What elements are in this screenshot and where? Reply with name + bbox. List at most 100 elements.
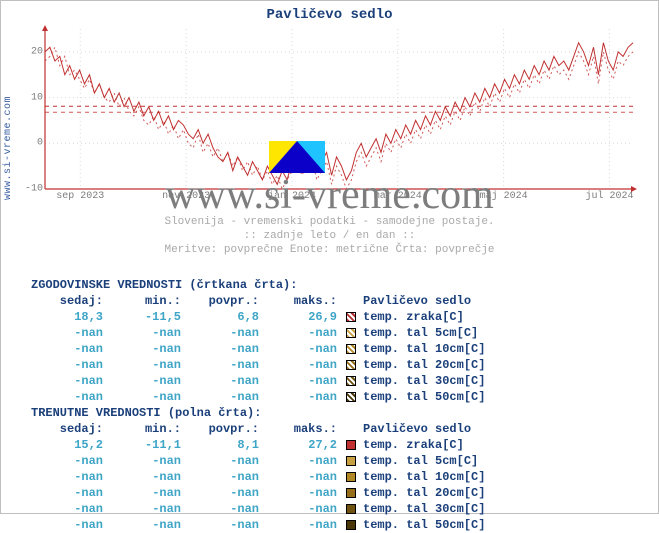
table-header-row: sedaj:min.:povpr.:maks.:Pavličevo sedlo xyxy=(31,421,642,437)
legend-swatch-icon xyxy=(346,360,356,370)
table-row: -nan-nan-nan-nantemp. tal 5cm[C] xyxy=(31,325,642,341)
table-header-cell: povpr.: xyxy=(187,421,265,437)
table-header-cell: maks.: xyxy=(265,293,343,309)
table-cell: -nan xyxy=(109,389,187,405)
legend-swatch-icon xyxy=(346,472,356,482)
table-cell: -nan xyxy=(265,341,343,357)
table-header-cell: maks.: xyxy=(265,421,343,437)
legend-swatch-icon xyxy=(346,488,356,498)
series-label: temp. tal 10cm[C] xyxy=(359,469,485,485)
x-tick-label: maj 2024 xyxy=(480,191,528,202)
table-cell: -nan xyxy=(187,453,265,469)
table-header-cell: min.: xyxy=(109,293,187,309)
table-cell: -nan xyxy=(109,469,187,485)
site-source-label: www.si-vreme.com xyxy=(3,96,14,200)
x-tick-label: mar 2024 xyxy=(374,191,422,202)
table-cell: -nan xyxy=(265,501,343,517)
y-tick-label: 0 xyxy=(37,138,43,149)
table-header-cell: min.: xyxy=(109,421,187,437)
series-label: temp. zraka[C] xyxy=(359,309,464,325)
table-cell: -nan xyxy=(265,517,343,533)
series-label: temp. tal 50cm[C] xyxy=(359,517,485,533)
data-tables: ZGODOVINSKE VREDNOSTI (črtkana črta): se… xyxy=(31,277,642,533)
y-tick-label: 10 xyxy=(31,92,43,103)
x-axis-ticks: sep 2023nov 2023jan 2024mar 2024maj 2024… xyxy=(45,191,633,207)
table-row: 15,2-11,18,127,2 temp. zraka[C] xyxy=(31,437,642,453)
legend-swatch-icon xyxy=(346,328,356,338)
table-row: 18,3-11,56,826,9temp. zraka[C] xyxy=(31,309,642,325)
table-cell: -nan xyxy=(187,357,265,373)
page-root: www.si-vreme.com Pavličevo sedlo -100102… xyxy=(0,0,659,514)
table-row: -nan-nan-nan-nantemp. tal 30cm[C] xyxy=(31,501,642,517)
table-cell: 8,1 xyxy=(187,437,265,453)
table-cell: -nan xyxy=(31,469,109,485)
table-row: -nan-nan-nan-nantemp. tal 30cm[C] xyxy=(31,373,642,389)
table-row: -nan-nan-nan-nantemp. tal 10cm[C] xyxy=(31,341,642,357)
chart-svg xyxy=(45,29,633,189)
table-cell: -nan xyxy=(265,373,343,389)
legend-swatch-icon xyxy=(346,392,356,402)
table-cell: -nan xyxy=(31,389,109,405)
y-axis-ticks: -1001020 xyxy=(17,29,43,189)
flag-slovenia-icon xyxy=(269,141,325,173)
table-cell: -nan xyxy=(265,389,343,405)
table-cell: -nan xyxy=(109,357,187,373)
table-cell: -nan xyxy=(109,517,187,533)
legend-swatch-icon xyxy=(346,376,356,386)
subtitle-line-2: :: zadnje leto / en dan :: xyxy=(1,229,658,243)
series-label: temp. tal 50cm[C] xyxy=(359,389,485,405)
x-tick-label: sep 2023 xyxy=(56,191,104,202)
table-cell: -nan xyxy=(265,485,343,501)
table-cell: -nan xyxy=(265,469,343,485)
table-cell: -nan xyxy=(31,373,109,389)
subtitle-line-3: Meritve: povprečne Enote: metrične Črta:… xyxy=(1,243,658,257)
subtitle-line-1: Slovenija - vremenski podatki - samodejn… xyxy=(1,215,658,229)
legend-swatch-icon xyxy=(346,504,356,514)
table-cell: -nan xyxy=(265,453,343,469)
legend-swatch-icon xyxy=(346,520,356,530)
table-cell: 15,2 xyxy=(31,437,109,453)
table-cell: -nan xyxy=(187,373,265,389)
table-row: -nan-nan-nan-nantemp. tal 20cm[C] xyxy=(31,357,642,373)
series-label: temp. zraka[C] xyxy=(359,437,464,453)
legend-swatch-icon xyxy=(346,344,356,354)
table-cell: -nan xyxy=(187,341,265,357)
table-cell: -nan xyxy=(187,469,265,485)
series-label: temp. tal 5cm[C] xyxy=(359,325,478,341)
current-table: sedaj:min.:povpr.:maks.:Pavličevo sedlo1… xyxy=(31,421,642,533)
series-label: temp. tal 30cm[C] xyxy=(359,373,485,389)
series-label: temp. tal 30cm[C] xyxy=(359,501,485,517)
chart-area: -1001020 sep 2023nov 2023jan 2024mar 202… xyxy=(45,29,633,189)
legend-swatch-icon xyxy=(346,456,356,466)
table-cell: -11,1 xyxy=(109,437,187,453)
table-cell: -nan xyxy=(187,389,265,405)
table-cell: -nan xyxy=(187,485,265,501)
table-cell: 26,9 xyxy=(265,309,343,325)
table-cell: -nan xyxy=(109,341,187,357)
table-cell: -nan xyxy=(265,357,343,373)
table-cell: -nan xyxy=(31,325,109,341)
series-title: Pavličevo sedlo xyxy=(359,293,471,309)
table-cell: -nan xyxy=(187,517,265,533)
table-row: -nan-nan-nan-nantemp. tal 20cm[C] xyxy=(31,485,642,501)
historical-table: sedaj:min.:povpr.:maks.:Pavličevo sedlo1… xyxy=(31,293,642,405)
table-cell: -nan xyxy=(31,341,109,357)
table-cell: 18,3 xyxy=(31,309,109,325)
table-cell: -nan xyxy=(109,501,187,517)
table-cell: 27,2 xyxy=(265,437,343,453)
table-cell: -11,5 xyxy=(109,309,187,325)
table-cell: -nan xyxy=(109,325,187,341)
historical-title: ZGODOVINSKE VREDNOSTI (črtkana črta): xyxy=(31,277,642,293)
table-cell: -nan xyxy=(109,373,187,389)
table-cell: -nan xyxy=(31,357,109,373)
table-cell: -nan xyxy=(31,453,109,469)
table-header-row: sedaj:min.:povpr.:maks.:Pavličevo sedlo xyxy=(31,293,642,309)
y-tick-label: 20 xyxy=(31,46,43,57)
series-label: temp. tal 20cm[C] xyxy=(359,485,485,501)
series-label: temp. tal 20cm[C] xyxy=(359,357,485,373)
y-tick-label: -10 xyxy=(25,184,43,195)
current-title: TRENUTNE VREDNOSTI (polna črta): xyxy=(31,405,642,421)
x-tick-label: jul 2024 xyxy=(585,191,633,202)
legend-swatch-icon xyxy=(346,440,356,450)
series-label: temp. tal 5cm[C] xyxy=(359,453,478,469)
